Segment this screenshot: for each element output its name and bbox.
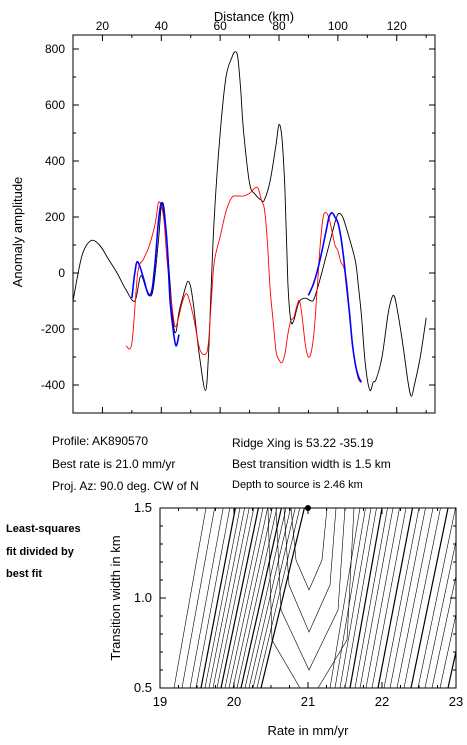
best-rate-label: Best rate is 21.0 mm/yr [52,457,176,471]
contour-line [447,648,456,688]
top-x-tick-label: 20 [96,19,110,33]
contour-line [232,508,273,688]
contour-line [189,508,224,688]
anomaly-plot-frame [72,34,436,414]
bottom-x-tick-label: 23 [449,694,463,709]
contour-line [236,508,278,688]
contour-line [334,508,366,688]
source-depth-label: Depth to source is 2.46 km [232,479,363,491]
contour-line [365,508,400,688]
contour-line [383,508,420,688]
contour-line [396,508,434,688]
contour-plot-frame [159,507,457,689]
bottom-x-tick-label: 20 [227,694,241,709]
contour-line [410,508,449,688]
bottom-y-tick-label: 1.0 [134,590,152,605]
top-y-ticks: -400 -200 0 200 400 600 800 [41,42,435,414]
contour-line-central-2 [275,508,346,671]
contour-line [389,508,426,688]
anomaly-chart: 20 40 60 80 100 120 -400 -200 0 200 400 600 800 Dis… [10,9,436,414]
top-y-tick-label: 200 [45,210,65,224]
contour-line [173,508,207,688]
ridge-crossing-label: Ridge Xing is 53.22 -35.19 [232,436,374,450]
profile-label: Profile: AK890570 [52,434,149,448]
top-x-tick-label: 40 [155,19,169,33]
contour-line [204,508,241,688]
bottom-x-tick-label: 22 [375,694,389,709]
contour-line [248,508,291,688]
top-y-axis-label: Anomaly amplitude [10,177,25,288]
top-y-tick-label: 800 [45,42,65,56]
contour-line [260,508,305,688]
contour-line [344,508,377,688]
contour-line [208,508,245,688]
contour-line [195,508,231,688]
series-line-1 [125,186,362,383]
contour-line [439,612,456,688]
contour-line [212,508,250,688]
contour-lines [173,508,456,688]
side-note-line-2: fit divided by [6,546,74,558]
contour-line [424,539,456,688]
contour-line [377,508,414,688]
top-y-tick-label: 400 [45,154,65,168]
top-x-tick-label: 60 [213,19,227,33]
contour-line [181,508,215,688]
top-y-tick-label: -400 [41,378,65,392]
top-x-tick-label: 100 [328,19,348,33]
contour-line [339,508,372,688]
side-note-line-3: best fit [6,568,43,580]
bottom-y-axis-label: Transition width in km [108,535,123,660]
series-line-3 [307,211,363,383]
anomaly-series [73,51,427,397]
contour-line [228,508,268,688]
bottom-y-tick-label: 1.5 [134,500,152,515]
side-note-line-1: Least-squares [6,523,81,535]
contour-line [220,508,259,688]
top-y-tick-label: 600 [45,98,65,112]
contour-line [371,508,407,688]
contour-line [431,574,456,688]
contour-line-central-0 [290,508,328,591]
misfit-contour-chart: 19 20 21 22 23 0.5 1.0 1.5 Rate in mm/yr Trans… [108,500,463,738]
bottom-x-axis-label: Rate in mm/yr [268,723,350,738]
bottom-x-tick-label: 21 [301,694,315,709]
projection-azimuth-label: Proj. Az: 90.0 deg. CW of N [52,479,199,493]
contour-line [216,508,255,688]
best-transition-width-label: Best transition width is 1.5 km [232,457,391,471]
contour-line [256,508,301,688]
contour-line [403,508,441,688]
contour-line [354,508,388,688]
bottom-x-tick-label: 19 [153,694,167,709]
contour-line [417,508,456,688]
contour-line-central-3 [267,508,355,688]
contour-line [329,508,361,688]
top-x-ticks: 20 40 60 80 100 120 [72,19,427,413]
contour-line [244,508,287,688]
top-y-tick-label: -200 [41,322,65,336]
series-line-0 [73,51,427,397]
top-x-tick-label: 80 [272,19,286,33]
best-fit-marker [305,505,311,511]
contour-line [200,508,236,688]
series-line-2 [131,201,180,347]
contour-line [240,508,282,688]
contour-line [224,508,264,688]
bottom-y-ticks: 0.5 1.0 1.5 [134,500,456,695]
top-x-axis-label: Distance (km) [214,9,294,24]
contour-line [252,508,296,688]
contour-line-central-1 [283,508,337,633]
contour-line [359,508,394,688]
top-y-tick-label: 0 [58,266,65,280]
bottom-x-ticks: 19 20 21 22 23 [153,508,463,709]
bottom-y-tick-label: 0.5 [134,680,152,695]
top-x-tick-label: 120 [387,19,407,33]
contour-line [349,508,383,688]
